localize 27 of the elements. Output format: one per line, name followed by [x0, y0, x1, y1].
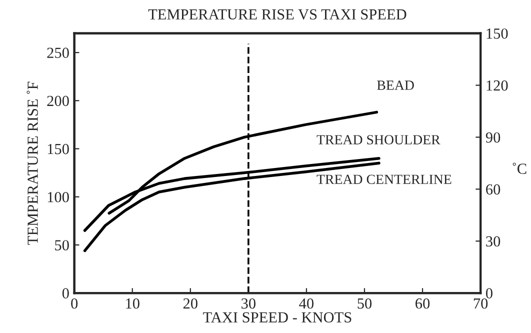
x-tick-label: 0: [71, 298, 78, 309]
x-tick-label: 40: [299, 298, 314, 309]
y-tick-label: 100: [48, 192, 69, 202]
y-tick-label: 200: [47, 96, 69, 106]
x-tick-label: 30: [242, 298, 256, 309]
series-label: TREAD SHOULDER: [316, 135, 440, 144]
series-label: BEAD: [377, 80, 414, 90]
y2-tick-label: 150: [486, 28, 508, 39]
y-axis-title: TEMPERATURE RISE ˚F: [26, 82, 38, 245]
x-axis-title: TAXI SPEED - KNOTS: [203, 312, 352, 323]
y2-tick-label: 0: [486, 288, 492, 298]
x-tick-label: 20: [183, 298, 198, 309]
y2-tick-label: 60: [486, 184, 500, 195]
series-label: TREAD CENTERLINE: [316, 174, 452, 184]
x-tick-label: 60: [416, 298, 430, 309]
y2-tick-label: 30: [486, 236, 500, 247]
x-tick-label: 50: [358, 298, 372, 309]
y2-axis-title: ˚C: [512, 162, 526, 174]
y-tick-label: 150: [48, 144, 69, 154]
y2-tick-label: 90: [486, 132, 500, 143]
x-tick-label: 70: [474, 298, 488, 309]
chart-title: TEMPERATURE RISE VS TAXI SPEED: [148, 9, 406, 20]
y2-tick-label: 120: [486, 80, 508, 91]
y-tick-label: 50: [55, 240, 69, 250]
y-tick-label: 250: [47, 48, 69, 58]
x-tick-label: 10: [126, 298, 140, 309]
y-tick-label: 0: [62, 288, 69, 298]
